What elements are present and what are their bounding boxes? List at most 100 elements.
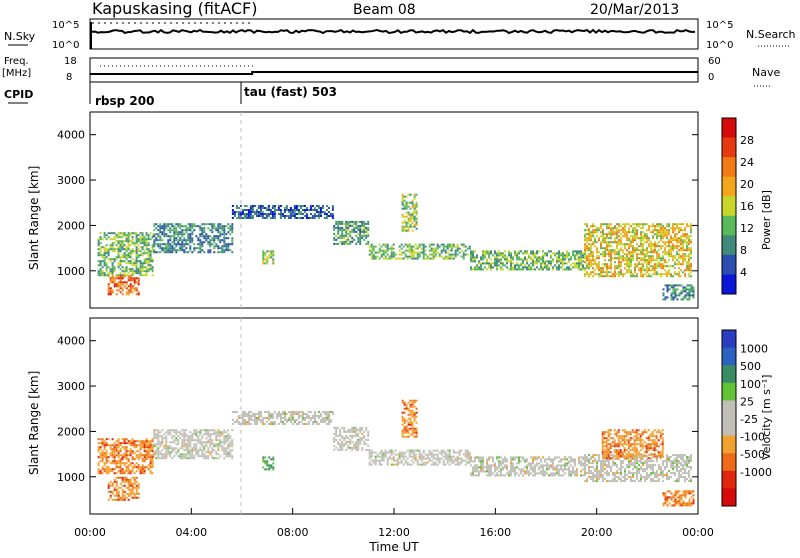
echo-cell: [467, 456, 469, 458]
echo-cell: [504, 460, 506, 462]
echo-cell: [628, 462, 630, 464]
echo-cell: [116, 440, 118, 442]
echo-cell: [197, 453, 199, 455]
echo-cell: [219, 233, 221, 235]
echo-cell: [136, 240, 138, 242]
echo-cell: [590, 478, 592, 480]
echo-cell: [157, 447, 159, 449]
echo-cell: [618, 231, 620, 233]
echo-cell: [326, 415, 328, 417]
echo-cell: [232, 419, 234, 421]
echo-cell: [412, 230, 414, 232]
echo-cell: [427, 454, 429, 456]
echo-cell: [213, 247, 215, 249]
echo-cell: [122, 493, 124, 495]
echo-cell: [106, 458, 108, 460]
echo-cell: [683, 298, 685, 300]
echo-cell: [536, 472, 538, 474]
echo-cell: [169, 239, 171, 241]
echo-cell: [136, 252, 138, 254]
echo-cell: [490, 258, 492, 260]
echo-cell: [656, 233, 658, 235]
echo-cell: [544, 460, 546, 462]
echo-cell: [252, 207, 254, 209]
echo-cell: [213, 223, 215, 225]
echo-cell: [345, 241, 347, 243]
echo-cell: [225, 249, 227, 251]
echo-cell: [676, 225, 678, 227]
echo-cell: [219, 235, 221, 237]
echo-cell: [231, 239, 233, 241]
echo-cell: [570, 456, 572, 458]
echo-cell: [622, 227, 624, 229]
echo-cell: [345, 243, 347, 245]
echo-cell: [134, 466, 136, 468]
echo-cell: [197, 225, 199, 227]
echo-cell: [142, 254, 144, 256]
echo-cell: [106, 442, 108, 444]
echo-cell: [550, 262, 552, 264]
echo-cell: [671, 286, 673, 288]
echo-cell: [586, 247, 588, 249]
echo-cell: [620, 480, 622, 482]
echo-cell: [632, 480, 634, 482]
echo-cell: [197, 439, 199, 441]
echo-cell: [142, 264, 144, 266]
echo-cell: [132, 236, 134, 238]
echo-cell: [630, 239, 632, 241]
echo-cell: [670, 235, 672, 237]
echo-cell: [126, 487, 128, 489]
echo-cell: [274, 209, 276, 211]
echo-cell: [542, 268, 544, 270]
echo-cell: [604, 275, 606, 277]
echo-cell: [431, 464, 433, 466]
echo-cell: [128, 458, 130, 460]
echo-cell: [201, 241, 203, 243]
echo-cell: [610, 480, 612, 482]
echo-cell: [530, 250, 532, 252]
echo-cell: [690, 227, 692, 229]
echo-cell: [280, 217, 282, 219]
echo-cell: [472, 256, 474, 258]
echo-cell: [628, 269, 630, 271]
echo-cell: [596, 478, 598, 480]
echo-cell: [606, 235, 608, 237]
echo-cell: [132, 242, 134, 244]
echo-cell: [630, 263, 632, 265]
echo-cell: [644, 237, 646, 239]
echo-cell: [144, 472, 146, 474]
echo-cell: [116, 258, 118, 260]
echo-cell: [461, 250, 463, 252]
echo-cell: [128, 464, 130, 466]
echo-cell: [183, 225, 185, 227]
echo-cell: [622, 231, 624, 233]
echo-cell: [320, 415, 322, 417]
echo-cell: [644, 269, 646, 271]
echo-cell: [193, 229, 195, 231]
echo-cell: [110, 444, 112, 446]
echo-cell: [686, 233, 688, 235]
echo-cell: [622, 466, 624, 468]
echo-cell: [664, 253, 666, 255]
echo-cell: [146, 238, 148, 240]
echo-cell: [648, 257, 650, 259]
echo-cell: [130, 448, 132, 450]
echo-cell: [594, 468, 596, 470]
echo-cell: [155, 223, 157, 225]
echo-cell: [306, 415, 308, 417]
echo-cell: [638, 269, 640, 271]
echo-cell: [199, 449, 201, 451]
echo-cell: [231, 443, 233, 445]
echo-cell: [674, 267, 676, 269]
echo-cell: [357, 237, 359, 239]
echo-cell: [598, 263, 600, 265]
echo-cell: [685, 294, 687, 296]
echo-cell: [328, 421, 330, 423]
echo-cell: [280, 413, 282, 415]
echo-cell: [284, 415, 286, 417]
echo-cell: [106, 270, 108, 272]
echo-cell: [223, 235, 225, 237]
echo-cell: [262, 213, 264, 215]
echo-cell: [678, 267, 680, 269]
echo-cell: [433, 462, 435, 464]
